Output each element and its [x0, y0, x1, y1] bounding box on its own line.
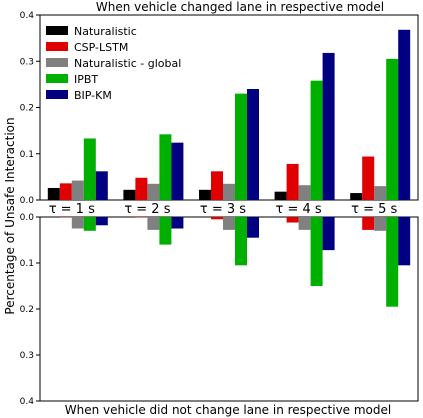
bar-top	[95, 171, 108, 200]
top-y-tick-label: 0.2	[20, 104, 34, 114]
category-label: τ = 4 s	[276, 202, 322, 217]
bottom-y-tick-label: 0.4	[20, 397, 35, 407]
bar-top	[211, 171, 223, 200]
bar-top	[247, 89, 259, 200]
bar-top	[123, 189, 136, 200]
bar-bottom	[362, 217, 375, 230]
bar-bottom	[147, 217, 160, 230]
bar-top	[298, 185, 311, 200]
bar-top	[199, 189, 211, 200]
bottom-y-tick-label: 0.2	[20, 305, 34, 315]
bar-top	[362, 156, 375, 200]
bar-bottom	[310, 217, 323, 286]
bar-top	[286, 163, 299, 200]
bar-top	[147, 183, 160, 200]
bar-top	[171, 142, 184, 200]
legend-label: Naturalistic - global	[74, 57, 181, 70]
bar-top	[47, 187, 60, 200]
bar-bottom	[247, 217, 259, 238]
bar-bottom	[171, 217, 184, 229]
bar-bottom	[95, 217, 108, 226]
legend-swatch	[46, 74, 68, 83]
legend-swatch	[46, 90, 68, 99]
legend-swatch	[46, 42, 68, 51]
bar-bottom	[211, 217, 223, 220]
bar-bottom	[398, 217, 411, 266]
bottom-y-tick-label: 0.3	[20, 351, 34, 361]
category-label: τ = 2 s	[124, 202, 170, 217]
bar-bottom	[159, 217, 172, 245]
legend: Naturalistic CSP-LSTM Naturalistic - globa…	[46, 25, 181, 102]
legend-label: CSP-LSTM	[74, 41, 128, 54]
top-y-tick-label: 0.3	[20, 57, 34, 67]
bar-top	[350, 193, 363, 200]
top-panel: 0.0 0.1 0.2 0.3 0.4 τ = 1 s τ = 2 s τ = 3 s τ = …	[20, 11, 419, 217]
bar-top	[59, 183, 72, 200]
category-label: τ = 1 s	[49, 202, 95, 217]
bottom-panel-title: When vehicle did not change lane in resp…	[65, 403, 392, 417]
bottom-y-tick-label: 0.1	[20, 259, 34, 269]
top-y-tick-label: 0.4	[20, 11, 35, 21]
bar-top	[83, 138, 96, 200]
bar-top	[386, 58, 399, 200]
bar-bottom	[235, 217, 247, 266]
bar-bottom	[322, 217, 335, 251]
legend-label: IPBT	[74, 73, 98, 86]
bar-bottom	[223, 217, 235, 230]
bar-bottom	[71, 217, 84, 229]
bar-top	[71, 180, 84, 200]
top-y-tick-label: 0.0	[20, 196, 35, 206]
bar-bottom	[386, 217, 399, 307]
bar-top	[235, 93, 247, 200]
bar-top	[274, 191, 287, 200]
bar-top	[374, 186, 387, 200]
bottom-panel-frame	[39, 216, 419, 402]
bar-top	[135, 177, 148, 200]
top-y-tick-label: 0.1	[20, 150, 34, 160]
bar-bottom	[83, 217, 96, 231]
bar-top	[159, 134, 172, 200]
bar-top	[398, 29, 411, 200]
bar-top	[310, 80, 323, 200]
legend-swatch	[46, 26, 68, 35]
y-axis-label: Percentage of Unsafe Interaction	[3, 117, 17, 314]
category-label: τ = 5 s	[351, 202, 397, 217]
chart-title: When vehicle changed lane in respective …	[96, 0, 384, 14]
bottom-panel: 0.0 0.1 0.2 0.3 0.4	[20, 213, 419, 407]
category-label: τ = 3 s	[200, 202, 246, 217]
bar-bottom	[298, 217, 311, 230]
bar-top	[322, 52, 335, 200]
legend-label: BIP-KM	[74, 89, 112, 102]
bar-bottom	[374, 217, 387, 231]
legend-label: Naturalistic	[74, 25, 137, 38]
bar-bottom	[286, 217, 299, 223]
bar-top	[223, 183, 235, 200]
legend-swatch	[46, 58, 68, 67]
bottom-y-tick-label: 0.0	[20, 213, 35, 223]
